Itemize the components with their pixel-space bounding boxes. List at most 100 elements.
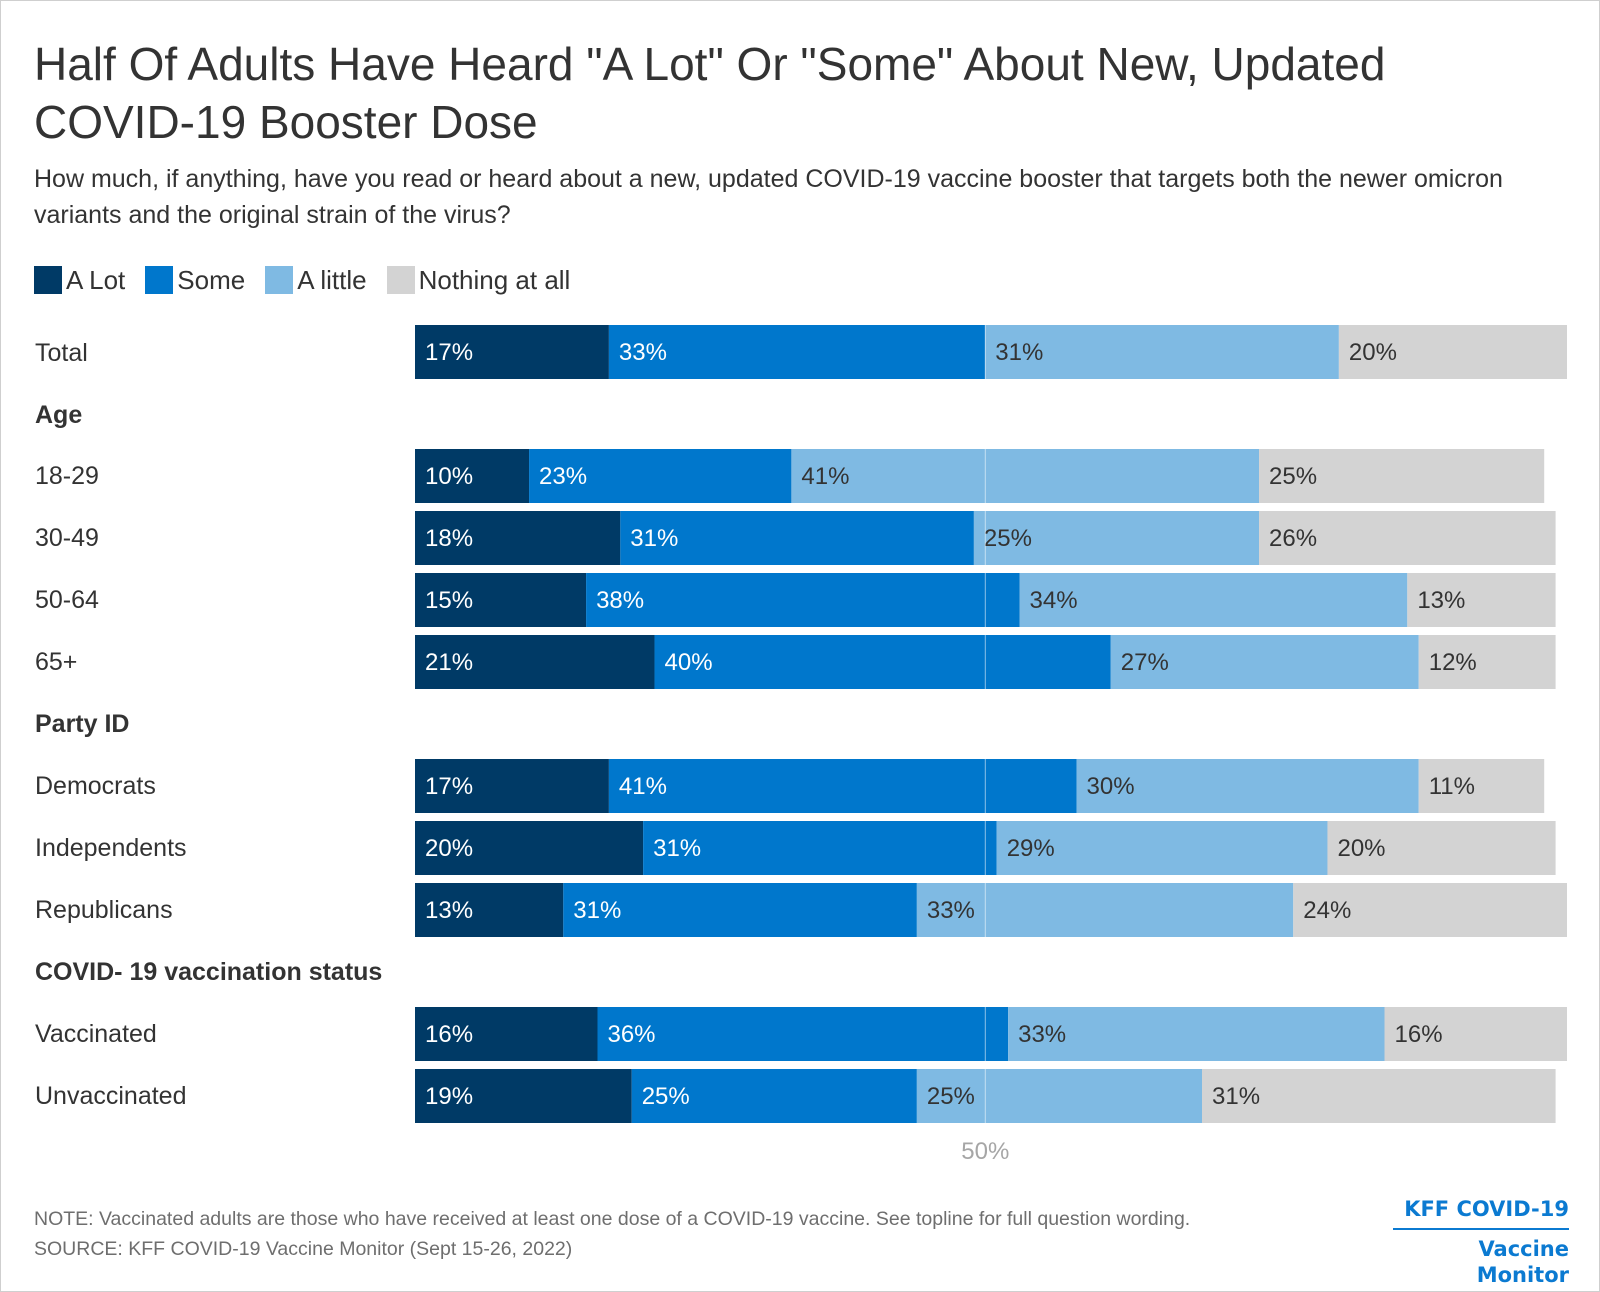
legend-label-some: Some [177,264,246,295]
row-label-50-64: 50-64 [35,586,99,614]
bar-chart: 17% 33% 31% 20% 10% 23% 41% 25% 18% 31% 25% 26% 15% 3… [415,319,1567,1165]
bar-total-a-little [985,325,1339,379]
data-label-vaccinated-a-lot: 16% [425,1021,473,1048]
data-label-republicans-some: 31% [573,897,621,924]
bar-independents-a-lot [415,821,644,875]
bar-50-64-a-little [1019,573,1408,627]
bar-18-29-some [529,449,792,503]
chart-title: Half Of Adults Have Heard "A Lot" Or "So… [34,38,1386,148]
bars: 17% 33% 31% 20% 10% 23% 41% 25% 18% 31% 25% 26% 15% 3… [415,325,1567,1123]
bar-30-49-nothing-at-all [1259,511,1556,565]
legend-item-some: Some [145,265,245,296]
bar-unvaccinated-some [631,1069,917,1123]
bar-independents-nothing-at-all [1327,821,1556,875]
data-label-18-29-some: 23% [539,463,587,490]
bar-65-plus-a-lot [415,635,655,689]
group-header-party-id: Party ID [35,710,130,738]
bar-65-plus-nothing-at-all [1418,635,1556,689]
data-label-unvaccinated-a-little: 25% [927,1083,975,1110]
data-label-vaccinated-nothing-at-all: 16% [1395,1021,1443,1048]
bar-30-49-a-lot [415,511,621,565]
bar-democrats-a-little [1076,759,1419,813]
source-text: SOURCE: KFF COVID-19 Vaccine Monitor (Se… [34,1238,573,1260]
group-header-age: Age [35,401,83,429]
legend-swatch-a-lot [34,266,62,294]
data-label-30-49-a-little: 25% [984,525,1032,552]
bar-unvaccinated-a-lot [415,1069,632,1123]
legend-swatch-nothing-at-all [386,266,415,294]
bar-republicans-a-little [916,883,1294,937]
bar-republicans-nothing-at-all [1293,883,1567,937]
brand-line-1: KFF COVID-19 [1393,1196,1569,1230]
data-label-total-a-little: 31% [995,339,1043,366]
bar-50-64-some [586,573,1020,627]
reference-line-label: 50% [961,1138,1009,1165]
legend-item-a-little: A little [265,264,367,296]
data-label-65-plus-a-lot: 21% [425,649,473,676]
data-label-unvaccinated-some: 25% [642,1083,690,1110]
data-label-republicans-a-little: 33% [927,897,975,924]
data-label-republicans-nothing-at-all: 24% [1303,897,1351,924]
data-label-democrats-a-lot: 17% [425,773,473,800]
data-label-50-64-a-lot: 15% [425,587,473,614]
note-text: NOTE: Vaccinated adults are those who ha… [34,1208,1191,1230]
bar-unvaccinated-a-little [916,1069,1203,1123]
data-label-total-some: 33% [619,339,667,366]
bar-republicans-some [563,883,917,937]
data-label-democrats-some: 41% [619,773,667,800]
data-label-30-49-some: 31% [630,525,678,552]
row-label-vaccinated: Vaccinated [35,1020,157,1048]
data-label-65-plus-some: 40% [665,649,713,676]
data-label-total-nothing-at-all: 20% [1349,339,1397,366]
data-label-18-29-nothing-at-all: 25% [1269,463,1317,490]
bar-18-29-nothing-at-all [1259,449,1545,503]
bar-50-64-nothing-at-all [1407,573,1556,627]
data-label-unvaccinated-a-lot: 19% [425,1083,473,1110]
bar-65-plus-some [654,635,1111,689]
row-label-democrats: Democrats [35,772,156,800]
brand-logo: KFF COVID-19 Vaccine Monitor [1393,1196,1569,1288]
data-label-total-a-lot: 17% [425,339,473,366]
bar-total-some [608,325,986,379]
row-label-total: Total [35,339,88,367]
data-label-18-29-a-lot: 10% [425,463,473,490]
legend-swatch-some [145,266,174,294]
bar-independents-some [643,821,997,875]
legend-label-a-little: A little [297,264,367,295]
bar-democrats-a-lot [415,759,609,813]
chart-subtitle: How much, if anything, have you read or … [34,165,1503,229]
bar-30-49-a-little [973,511,1260,565]
data-label-independents-some: 31% [653,835,701,862]
group-header-vaccination-status: COVID- 19 vaccination status [35,958,383,986]
bar-18-29-a-little [791,449,1260,503]
data-label-vaccinated-a-little: 33% [1018,1021,1066,1048]
bar-total-nothing-at-all [1338,325,1567,379]
legend: A Lot Some A little Nothing at all [34,263,590,297]
bar-65-plus-a-little [1110,635,1419,689]
data-label-30-49-nothing-at-all: 26% [1269,525,1317,552]
row-label-18-29: 18-29 [35,462,99,490]
data-label-50-64-some: 38% [596,587,644,614]
data-label-democrats-a-little: 30% [1087,773,1135,800]
bar-vaccinated-some [597,1007,1009,1061]
data-label-18-29-a-little: 41% [801,463,849,490]
data-label-democrats-nothing-at-all: 11% [1429,773,1475,800]
data-label-65-plus-nothing-at-all: 12% [1429,649,1477,676]
data-label-independents-a-lot: 20% [425,835,473,862]
data-label-independents-a-little: 29% [1007,835,1055,862]
row-label-30-49: 30-49 [35,524,99,552]
row-label-65-plus: 65+ [35,648,78,676]
legend-label-nothing-at-all: Nothing at all [418,264,571,295]
legend-item-nothing-at-all: Nothing at all [386,264,571,296]
bar-democrats-nothing-at-all [1418,759,1545,813]
legend-item-a-lot: A Lot [34,265,125,296]
row-label-republicans: Republicans [35,896,173,924]
data-label-65-plus-a-little: 27% [1121,649,1169,676]
bar-unvaccinated-nothing-at-all [1202,1069,1556,1123]
bar-vaccinated-a-little [1008,1007,1385,1061]
bar-50-64-a-lot [415,573,587,627]
bar-vaccinated-a-lot [415,1007,598,1061]
data-label-independents-nothing-at-all: 20% [1337,835,1385,862]
footnote: NOTE: Vaccinated adults are those who ha… [34,1204,1374,1264]
